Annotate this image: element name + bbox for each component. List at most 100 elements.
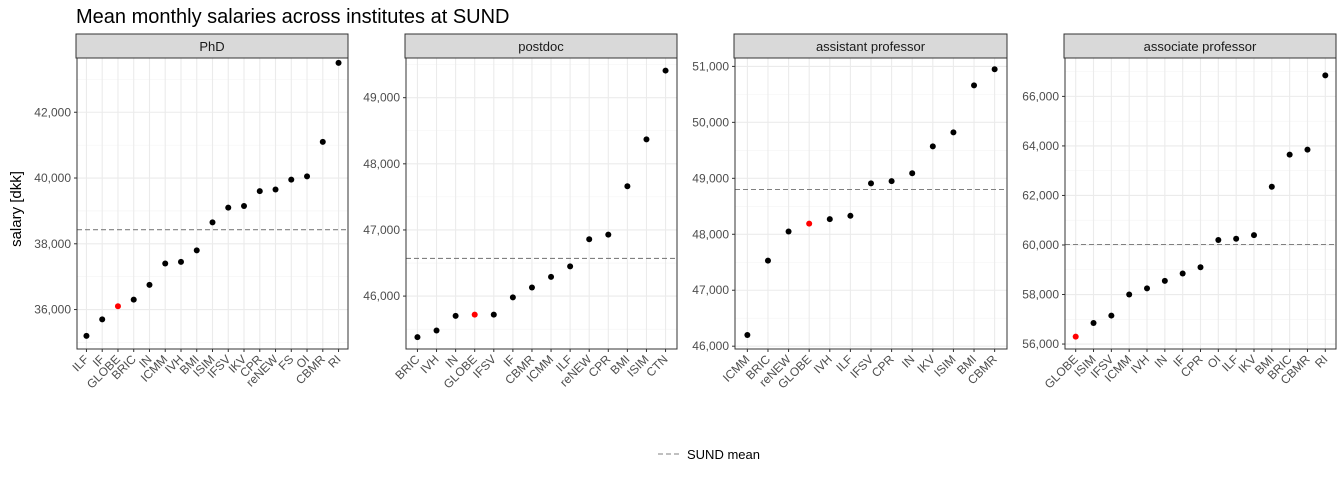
panel-background (406, 58, 677, 349)
data-point (1304, 146, 1311, 153)
highlighted-point (806, 220, 813, 227)
highlighted-point (471, 311, 478, 318)
data-point (826, 216, 833, 223)
data-point (1161, 277, 1168, 284)
data-point (241, 202, 248, 209)
facet-strip-label: PhD (199, 39, 224, 54)
data-point (1179, 270, 1186, 277)
data-point (414, 334, 421, 341)
x-tick-label: ILF (69, 352, 91, 374)
y-tick-label: 49,000 (363, 91, 400, 105)
data-point (83, 332, 90, 339)
y-tick-label: 62,000 (1022, 188, 1059, 202)
panel-border (734, 57, 1008, 350)
highlighted-point (1072, 333, 1079, 340)
data-point (868, 180, 874, 187)
data-point (1108, 312, 1115, 319)
data-point (847, 212, 854, 219)
data-point (971, 82, 978, 89)
y-tick-label: 49,000 (692, 171, 729, 185)
data-point (888, 178, 895, 185)
y-tick-label: 58,000 (1022, 288, 1059, 302)
data-point (950, 129, 957, 136)
data-point (1233, 235, 1240, 242)
facet-strip-label: postdoc (518, 39, 564, 54)
facet-0: PhD36,00038,00040,00042,000ILFIFGLOBEBRI… (34, 33, 349, 391)
facet-strip (404, 33, 678, 59)
data-point (1322, 72, 1329, 79)
data-point (130, 296, 137, 303)
data-point (162, 260, 169, 267)
facet-3: associate professor 56,000 58,000 60,000 62,… (1022, 33, 1337, 391)
x-tick-label: CPR (869, 352, 897, 380)
data-point (624, 183, 631, 190)
legend: SUND mean (658, 447, 760, 462)
data-point (256, 188, 263, 195)
data-point (744, 332, 751, 339)
y-tick-label: 51,000 (692, 59, 729, 73)
data-point (319, 138, 326, 145)
data-point (991, 66, 998, 73)
x-tick-label: IN (899, 352, 917, 370)
data-point (225, 204, 232, 211)
y-tick-label: 48,000 (692, 227, 729, 241)
data-point (764, 257, 771, 264)
facets: PhD36,00038,00040,00042,000ILFIFGLOBEBRI… (34, 33, 1337, 391)
data-point (643, 136, 650, 143)
facet-strip (75, 33, 349, 59)
data-point (1144, 285, 1151, 292)
y-tick-label: 50,000 (692, 115, 729, 129)
panel-border (1064, 57, 1337, 350)
data-point (209, 219, 216, 226)
y-tick-label: 47,000 (692, 283, 729, 297)
data-point (1286, 151, 1293, 158)
y-tick-label: 42,000 (34, 105, 71, 119)
data-point (452, 312, 459, 319)
y-tick-label: 46,000 (363, 289, 400, 303)
y-axis-label: salary [dkk] (8, 171, 25, 247)
x-tick-label: IVH (811, 352, 835, 376)
y-tick-label: 38,000 (34, 237, 71, 251)
data-point (785, 228, 792, 235)
y-tick-label: 46,000 (692, 339, 729, 353)
data-point (567, 263, 574, 270)
data-point (335, 59, 342, 66)
data-point (509, 294, 516, 301)
x-tick-label: IVH (1128, 352, 1152, 376)
panel-border (405, 57, 678, 350)
data-point (193, 247, 200, 254)
x-tick-label: IFSV (470, 352, 499, 381)
data-point (1126, 291, 1133, 298)
y-tick-label: 64,000 (1022, 139, 1059, 153)
data-point (1215, 237, 1222, 244)
y-tick-label: 40,000 (34, 171, 71, 185)
chart-title: Mean monthly salaries across institutes … (76, 6, 510, 28)
data-point (490, 311, 497, 318)
x-tick-label: CPR (1178, 352, 1206, 380)
y-tick-label: 47,000 (363, 223, 400, 237)
legend-label: SUND mean (687, 447, 760, 462)
data-point (433, 327, 440, 334)
y-tick-label: 56,000 (1022, 337, 1059, 351)
x-tick-label: FS (276, 352, 297, 373)
data-point (1250, 232, 1257, 239)
facet-2: assistant professor 46,000 47,000 48,000 49,… (692, 33, 1008, 391)
data-point (99, 316, 106, 323)
facet-strip-label: associate professor (1144, 39, 1257, 54)
data-point (1268, 183, 1275, 190)
data-point (304, 173, 311, 180)
facet-strip-label: assistant professor (816, 39, 926, 54)
x-tick-label: RI (1312, 352, 1330, 370)
highlighted-point (114, 303, 121, 310)
data-point (909, 170, 916, 177)
data-point (177, 258, 184, 265)
data-point (929, 143, 936, 150)
data-point (146, 281, 153, 288)
data-point (272, 186, 279, 193)
x-tick-label: RI (325, 352, 343, 370)
y-tick-label: 60,000 (1022, 238, 1059, 252)
data-point (288, 176, 295, 183)
x-tick-label: CTN (643, 352, 670, 379)
facet-strip (1063, 33, 1337, 59)
